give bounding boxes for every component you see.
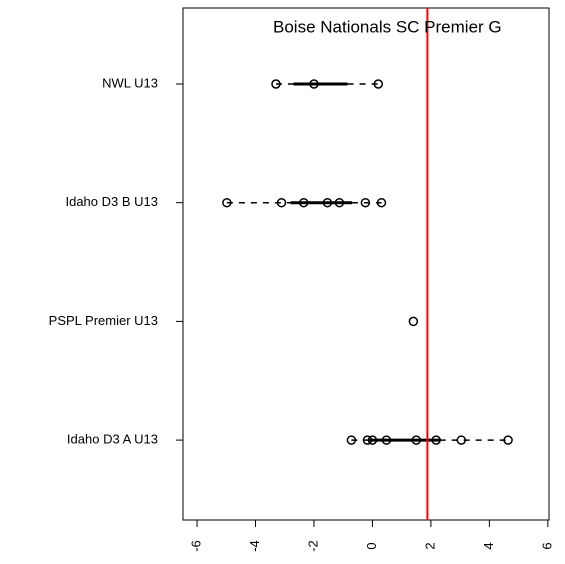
point (431, 435, 441, 445)
point (503, 435, 513, 445)
point (276, 197, 287, 208)
point (381, 435, 392, 445)
x-tick-label: 0 (364, 542, 379, 549)
point (411, 435, 422, 445)
y-tick-label: PSPL Premier U13 (49, 313, 158, 328)
x-tick-label: -4 (247, 540, 262, 552)
plot-frame (182, 7, 550, 521)
x-tick-label: 4 (481, 542, 496, 549)
point (334, 197, 345, 208)
point (322, 197, 333, 208)
point (298, 197, 309, 208)
reference-label-group: Boise Nationals SC Premier G (273, 17, 502, 36)
point (362, 435, 373, 445)
point (271, 79, 281, 89)
point (360, 197, 371, 208)
point (408, 316, 419, 327)
point (456, 435, 467, 445)
point (376, 197, 387, 208)
x-tick-label: 2 (422, 542, 437, 549)
y-tick-label: Idaho D3 B U13 (65, 194, 158, 209)
reference-label: Boise Nationals SC Premier G (273, 17, 502, 36)
x-tick-label: -6 (188, 540, 203, 552)
y-tick-label: Idaho D3 A U13 (67, 432, 158, 447)
y-tick-label: NWL U13 (102, 75, 158, 90)
point (346, 435, 357, 445)
x-tick-label: -2 (305, 540, 320, 552)
point (309, 79, 319, 89)
x-tick-label: 6 (539, 542, 554, 549)
point (373, 79, 384, 89)
point (222, 197, 232, 208)
point (367, 435, 378, 445)
